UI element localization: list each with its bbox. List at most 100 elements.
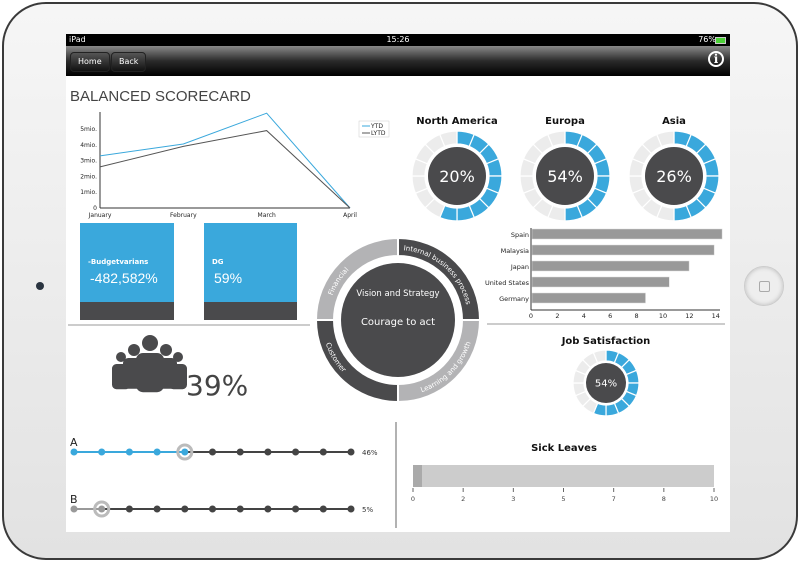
donut-value: 26%: [656, 167, 692, 186]
slider-step: [153, 505, 161, 513]
slider-step: [264, 448, 272, 456]
slider-step: [70, 448, 78, 456]
job-satisfaction-donut[interactable]: 54%: [572, 349, 640, 417]
kpi-value: 59%: [214, 270, 243, 286]
x-tick-label: 6: [608, 312, 612, 320]
slider-step: [347, 505, 355, 513]
slider-step: [236, 505, 244, 513]
donut-center: [645, 147, 703, 205]
bar-united-states[interactable]: [531, 276, 670, 288]
x-tick-label: 2: [461, 495, 465, 503]
job-satisfaction-title: Job Satisfaction: [561, 336, 651, 347]
page-title: BALANCED SCORECARD: [70, 88, 251, 105]
slider-step: [264, 505, 272, 513]
slider-step: [209, 448, 216, 456]
battery-icon: [715, 37, 726, 44]
bar-japan[interactable]: [531, 260, 690, 272]
y-tick-label: 5mio.: [80, 126, 97, 133]
clock: 15:26: [386, 35, 410, 44]
slider-step: [125, 448, 133, 456]
x-tick-label: 14: [712, 312, 720, 320]
kpi-label: DG: [212, 258, 224, 266]
legend: [358, 120, 390, 138]
region-donut[interactable]: 26%: [628, 130, 720, 222]
x-tick-label: 10: [659, 312, 667, 320]
nav-bar: Home Back i: [66, 46, 730, 76]
person-body: [136, 353, 164, 393]
info-icon[interactable]: i: [708, 51, 724, 67]
x-tick-label: 5: [561, 495, 565, 503]
donut-center: [586, 363, 626, 403]
slider-step: [292, 505, 300, 513]
y-tick-label: 2mio.: [80, 173, 97, 180]
donut-value: 54%: [595, 379, 617, 390]
x-tick-label: 8: [662, 495, 666, 503]
region-donut[interactable]: 54%: [519, 130, 611, 222]
y-tick-label: 3mio.: [80, 158, 97, 165]
donut-value: 54%: [547, 167, 583, 186]
donut-center: [428, 147, 486, 205]
people-percent: 39%: [186, 369, 248, 402]
bar-malaysia[interactable]: [531, 244, 715, 256]
kpi-footer: [80, 302, 174, 320]
x-tick-label: March: [258, 212, 276, 219]
donut-segment: [546, 130, 566, 148]
kpi-label: -Budgetvarians: [88, 258, 149, 266]
x-tick-label: 8: [635, 312, 639, 320]
home-hardware-button[interactable]: [744, 266, 784, 306]
x-tick-label: January: [88, 212, 112, 219]
person-head: [128, 344, 140, 356]
x-tick-label: April: [343, 212, 357, 219]
x-tick-label: 10: [710, 495, 718, 503]
slider-step: [98, 448, 106, 456]
home-button[interactable]: Home: [70, 52, 110, 72]
slider-step: [347, 448, 355, 456]
x-tick-label: 7: [612, 495, 616, 503]
slider-step: [209, 505, 216, 513]
donut-segment: [592, 349, 607, 364]
slider-step: [236, 448, 244, 456]
person-head: [173, 352, 183, 362]
kpi-budgetvarians[interactable]: -Budgetvarians -482,582%: [80, 223, 174, 320]
y-tick-label: 4mio.: [80, 142, 97, 149]
series-line-lytd: [99, 130, 351, 209]
slider-step: [125, 505, 133, 513]
bar-category-label: United States: [485, 279, 530, 287]
person-head: [160, 344, 172, 356]
bar-germany[interactable]: [531, 292, 646, 304]
sick-leaves-bar: [413, 465, 423, 487]
slider-value: 46%: [362, 449, 378, 457]
status-bar: iPad 15:26 76%: [66, 34, 730, 46]
battery-level: 76%: [698, 35, 716, 44]
region-donut[interactable]: 20%: [411, 130, 503, 222]
strategy-title: Vision and Strategy: [356, 289, 439, 299]
slider-step: [153, 448, 161, 456]
region-title: Europa: [545, 116, 585, 127]
slider-step: [70, 505, 78, 513]
slider-value: 5%: [362, 506, 373, 514]
legend-label: YTD: [370, 123, 383, 130]
strategy-segment[interactable]: [314, 319, 399, 404]
donut-value: 20%: [439, 167, 475, 186]
slider-thumb[interactable]: [93, 500, 111, 518]
slider-thumb[interactable]: [176, 443, 194, 461]
x-tick-label: 4: [582, 312, 586, 320]
slider-step: [319, 505, 327, 513]
bar-category-label: Japan: [510, 263, 529, 271]
bar-category-label: Germany: [499, 295, 529, 303]
slider-label: B: [70, 493, 78, 506]
legend-label: LYTD: [371, 130, 386, 137]
slider-label: A: [70, 436, 78, 449]
kpi-dg[interactable]: DG 59%: [204, 223, 297, 320]
slider-step: [319, 448, 327, 456]
y-tick-label: 0: [93, 205, 97, 212]
person-head: [142, 335, 158, 351]
slider-step: [181, 505, 189, 513]
x-tick-label: 0: [529, 312, 533, 320]
slider-step: [98, 505, 106, 513]
back-button[interactable]: Back: [111, 52, 147, 72]
x-tick-label: 12: [685, 312, 693, 320]
bar-spain[interactable]: [531, 228, 723, 240]
camera-icon: [36, 282, 44, 290]
